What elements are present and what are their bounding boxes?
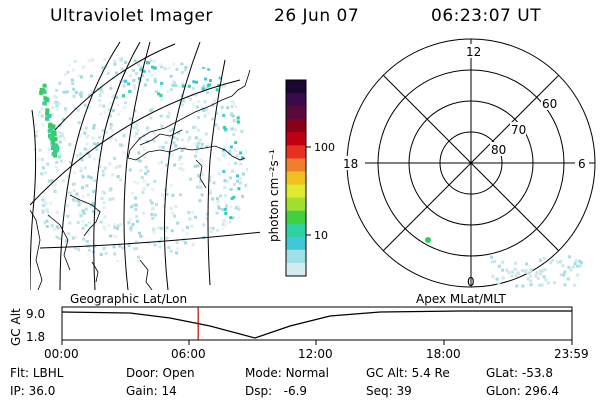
colorbar-tick-100: 100 — [314, 141, 335, 154]
status-seq: Seq: 39 — [366, 384, 412, 398]
mlat-label-80: 80 — [491, 143, 506, 157]
status-gain: Gain: 14 — [126, 384, 177, 398]
limb-emission — [39, 83, 60, 158]
time-tick-2359: 23:59 — [554, 347, 589, 361]
mlt-label-12: 12 — [466, 45, 481, 59]
colorbar-band — [286, 171, 306, 186]
status-dsp: Dsp: -6.9 — [245, 384, 308, 398]
status-glat: GLat: -53.8 — [486, 366, 553, 380]
colorbar-band — [286, 106, 306, 120]
status-glon: GLon: 296.4 — [486, 384, 559, 398]
status-door: Door: Open — [126, 366, 195, 380]
polar-emission — [490, 255, 583, 288]
mlat-label-60: 60 — [542, 97, 557, 111]
time-tick-0600: 06:00 — [171, 347, 206, 361]
colorbar-band — [286, 80, 306, 94]
colorbar-band — [286, 93, 306, 107]
observation-time: 06:23:07 UT — [431, 6, 542, 26]
colorbar-band — [286, 262, 306, 277]
colorbar-band — [286, 119, 306, 133]
colorbar-unit-label: photon cm⁻²s⁻¹ — [267, 149, 281, 242]
colorbar-band — [286, 223, 306, 238]
mlat-label-70: 70 — [511, 123, 526, 137]
colorbar-band — [286, 132, 306, 146]
colorbar-band — [286, 236, 306, 251]
mlt-label-0: 0 — [467, 275, 475, 289]
altitude-curve — [61, 310, 572, 339]
coastlines — [30, 69, 251, 290]
mlt-label-18: 18 — [343, 157, 358, 171]
time-tick-1800: 18:00 — [426, 347, 461, 361]
colorbar-band — [286, 210, 306, 225]
colorbar-band — [286, 145, 306, 159]
observation-date: 26 Jun 07 — [274, 6, 360, 26]
geographic-caption: Geographic Lat/Lon — [70, 292, 188, 306]
instrument-title: Ultraviolet Imager — [50, 6, 213, 26]
colorbar-tick-10: 10 — [314, 229, 328, 242]
status-flt: Flt: LBHL — [10, 366, 64, 380]
altitude-tick-1-8: 1.8 — [26, 330, 45, 344]
altitude-tick-9: 9.0 — [26, 307, 45, 321]
status-gc-alt: GC Alt: 5.4 Re — [366, 366, 450, 380]
altitude-axis-label: GC Alt — [9, 308, 23, 346]
mlt-label-6: 6 — [578, 157, 586, 171]
colorbar-band — [286, 249, 306, 264]
polar-emission-spot — [425, 237, 431, 243]
lat-lon-grid — [30, 42, 260, 290]
timeline-frame — [61, 306, 573, 341]
status-ip: IP: 36.0 — [10, 384, 56, 398]
status-mode: Mode: Normal — [245, 366, 329, 380]
time-tick-1200: 12:00 — [298, 347, 333, 361]
colorbar-band — [286, 184, 306, 199]
time-tick-0000: 00:00 — [44, 347, 79, 361]
colorbar-band — [286, 197, 306, 212]
colorbar-band — [286, 158, 306, 172]
apex-caption: Apex MLat/MLT — [416, 292, 506, 306]
